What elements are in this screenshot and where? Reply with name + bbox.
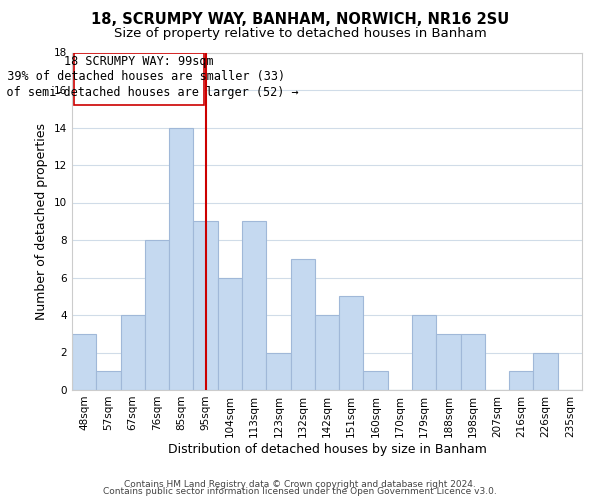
Bar: [193, 221, 218, 390]
Bar: [315, 315, 339, 390]
X-axis label: Distribution of detached houses by size in Banham: Distribution of detached houses by size …: [167, 442, 487, 456]
Bar: [72, 334, 96, 390]
Bar: [121, 315, 145, 390]
Bar: [169, 128, 193, 390]
Bar: [218, 278, 242, 390]
Bar: [533, 352, 558, 390]
Bar: [364, 371, 388, 390]
Bar: [339, 296, 364, 390]
Text: 18, SCRUMPY WAY, BANHAM, NORWICH, NR16 2SU: 18, SCRUMPY WAY, BANHAM, NORWICH, NR16 2…: [91, 12, 509, 28]
Y-axis label: Number of detached properties: Number of detached properties: [35, 122, 49, 320]
Text: Contains public sector information licensed under the Open Government Licence v3: Contains public sector information licen…: [103, 487, 497, 496]
Bar: [412, 315, 436, 390]
Text: 18 SCRUMPY WAY: 99sqm: 18 SCRUMPY WAY: 99sqm: [64, 56, 214, 68]
Text: ← 39% of detached houses are smaller (33): ← 39% of detached houses are smaller (33…: [0, 70, 285, 84]
Bar: [266, 352, 290, 390]
Bar: [290, 259, 315, 390]
Text: Contains HM Land Registry data © Crown copyright and database right 2024.: Contains HM Land Registry data © Crown c…: [124, 480, 476, 489]
Bar: [242, 221, 266, 390]
Text: 61% of semi-detached houses are larger (52) →: 61% of semi-detached houses are larger (…: [0, 86, 299, 100]
Bar: [436, 334, 461, 390]
Bar: [145, 240, 169, 390]
Bar: [96, 371, 121, 390]
Bar: [461, 334, 485, 390]
Text: Size of property relative to detached houses in Banham: Size of property relative to detached ho…: [113, 28, 487, 40]
Bar: [509, 371, 533, 390]
FancyBboxPatch shape: [74, 52, 203, 105]
